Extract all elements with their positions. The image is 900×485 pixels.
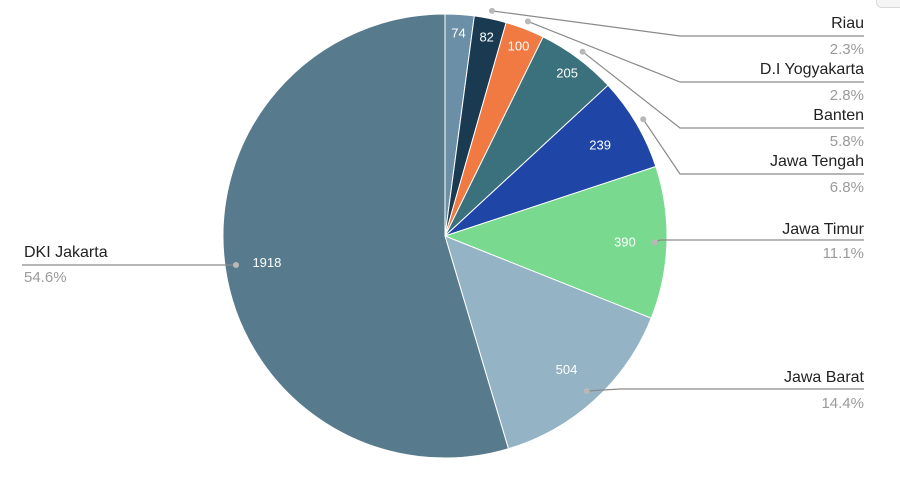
slice-value-label: 100 bbox=[508, 39, 530, 54]
callout-name: D.I Yogyakarta bbox=[760, 61, 864, 78]
leader-line bbox=[586, 388, 864, 392]
pie-slice bbox=[444, 235, 652, 450]
callout-name: Banten bbox=[813, 107, 864, 124]
leader-line bbox=[654, 239, 864, 243]
pie-labels: 74 82 Riau 2.3% 100 D.I Yogyakarta 2.8% 205 Bant… bbox=[24, 15, 865, 412]
pie-slice bbox=[222, 13, 510, 459]
pie-slice bbox=[443, 165, 668, 319]
leader-line bbox=[527, 20, 864, 83]
leader-line bbox=[582, 51, 864, 129]
callout-name: Jawa Barat bbox=[784, 369, 865, 386]
callout-percent: 54.6% bbox=[24, 269, 67, 286]
callout-percent: 6.8% bbox=[830, 179, 864, 196]
callout-percent: 14.4% bbox=[821, 395, 864, 412]
slice-value-label: 82 bbox=[479, 29, 493, 44]
callout-percent: 2.8% bbox=[830, 87, 864, 104]
leader-dot bbox=[651, 239, 658, 246]
callout-name: Riau bbox=[831, 15, 864, 32]
leader-dot bbox=[579, 48, 586, 55]
leader-lines bbox=[22, 7, 864, 394]
slice-value-label: 74 bbox=[451, 25, 465, 40]
corner-button[interactable] bbox=[876, 0, 900, 8]
pie-slices bbox=[222, 13, 668, 459]
slice-value-label: 205 bbox=[556, 66, 578, 81]
slice-value-label: 1918 bbox=[252, 255, 281, 270]
callout-percent: 5.8% bbox=[830, 133, 864, 150]
callout-percent: 11.1% bbox=[823, 245, 864, 262]
leader-dot bbox=[489, 7, 495, 14]
callout-percent: 2.3% bbox=[830, 41, 864, 58]
callout-name: DKI Jakarta bbox=[24, 244, 108, 261]
leader-dot bbox=[640, 116, 647, 123]
leader-dot bbox=[233, 262, 239, 268]
callout-name: Jawa Tengah bbox=[770, 153, 864, 170]
leader-line bbox=[642, 118, 864, 175]
leader-dot bbox=[583, 388, 590, 394]
slice-value-label: 390 bbox=[614, 235, 636, 250]
leader-dot bbox=[524, 18, 531, 25]
slice-value-label: 239 bbox=[589, 138, 611, 153]
slice-value-label: 504 bbox=[556, 362, 578, 377]
callout-name: Jawa Timur bbox=[782, 221, 864, 238]
leader-line bbox=[491, 10, 864, 37]
